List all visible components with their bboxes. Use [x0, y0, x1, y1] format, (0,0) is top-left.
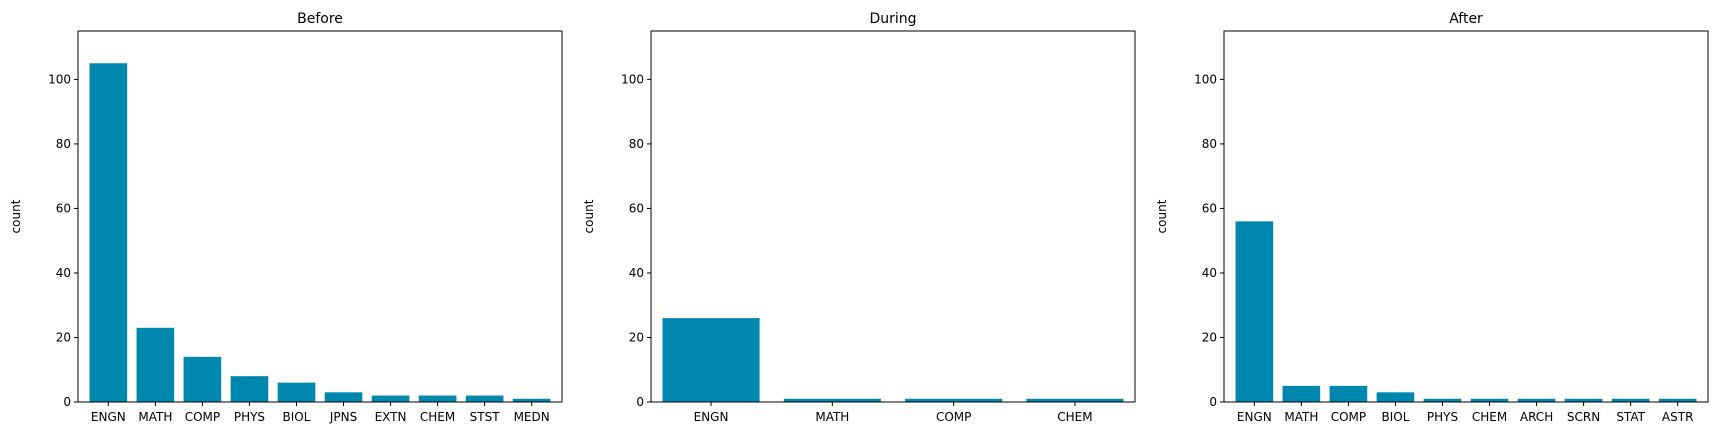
- y-tick-label: 60: [56, 201, 71, 215]
- y-axis-label: count: [9, 199, 23, 233]
- chart-title: During: [869, 11, 916, 27]
- x-tick-label: CHEM: [1472, 410, 1507, 424]
- axes-frame: [77, 30, 563, 403]
- y-tick-label: 20: [1202, 330, 1217, 344]
- bar-arch: [1517, 398, 1556, 402]
- bar-astr: [1658, 398, 1697, 402]
- bar-chem: [1470, 398, 1509, 402]
- x-tick-label: MATH: [138, 410, 172, 424]
- x-tick-label: ENGN: [694, 410, 729, 424]
- y-tick-label: 0: [1209, 395, 1217, 409]
- y-tick-label: 40: [629, 266, 644, 280]
- x-tick-label: ASTR: [1662, 410, 1694, 424]
- bar-engn: [662, 318, 760, 402]
- x-tick-label: ARCH: [1520, 410, 1553, 424]
- x-tick-label: STST: [470, 410, 501, 424]
- bar-stst: [465, 395, 504, 402]
- bar-comp: [183, 356, 222, 402]
- chart-panel-2: During 0 20 40 60 80 100 ENGN MATH COMP CHEM count: [582, 11, 1136, 424]
- y-tick-label: 100: [621, 72, 644, 86]
- x-tick-label: BIOL: [1381, 410, 1409, 424]
- bar-scrn: [1564, 398, 1603, 402]
- y-axis-label: count: [582, 199, 596, 233]
- x-tick-label: PHYS: [1427, 410, 1458, 424]
- chart-title: After: [1449, 11, 1483, 27]
- bar-stat: [1611, 398, 1650, 402]
- chart-panel-1: Before 0 20 40 60 80 100 ENGN MATH COMP PHYS BIOL JP…: [9, 11, 563, 424]
- y-tick-label: 80: [1202, 137, 1217, 151]
- x-tick-label: JPNS: [329, 410, 357, 424]
- x-tick-label: COMP: [936, 410, 971, 424]
- axes-frame: [1223, 30, 1709, 403]
- bar-comp: [905, 398, 1003, 402]
- x-tick-label: BIOL: [283, 410, 311, 424]
- x-tick-label: CHEM: [1057, 410, 1092, 424]
- x-tick-label: ENGN: [1237, 410, 1272, 424]
- y-tick-label: 20: [629, 330, 644, 344]
- bar-engn: [1235, 221, 1274, 402]
- x-tick-label: COMP: [185, 410, 220, 424]
- bar-phys: [230, 376, 269, 402]
- x-tick-label: SCRN: [1567, 410, 1600, 424]
- bar-phys: [1423, 398, 1462, 402]
- x-tick-label: PHYS: [234, 410, 265, 424]
- x-tick-label: COMP: [1331, 410, 1366, 424]
- bar-engn: [89, 63, 128, 403]
- axes-frame: [650, 30, 1136, 403]
- bar-jpns: [324, 392, 363, 402]
- y-tick-label: 100: [1194, 72, 1217, 86]
- x-tick-label: ENGN: [91, 410, 126, 424]
- y-tick-label: 100: [48, 72, 71, 86]
- bar-chem: [418, 395, 457, 402]
- bar-math: [136, 327, 175, 402]
- x-tick-label: MATH: [815, 410, 849, 424]
- bar-biol: [277, 382, 316, 402]
- bar-extn: [371, 395, 410, 402]
- x-tick-label: CHEM: [420, 410, 455, 424]
- y-tick-label: 20: [56, 330, 71, 344]
- y-tick-label: 60: [1202, 201, 1217, 215]
- y-tick-label: 0: [63, 395, 71, 409]
- bar-math: [1282, 385, 1321, 402]
- chart-title: Before: [297, 11, 343, 27]
- y-tick-label: 40: [56, 266, 71, 280]
- x-tick-label: MEDN: [514, 410, 550, 424]
- y-tick-label: 40: [1202, 266, 1217, 280]
- x-tick-label: STAT: [1616, 410, 1645, 424]
- chart-panel-3: After 0 20 40 60 80 100 ENGN MATH COMP BIOL PHYS CHE…: [1155, 11, 1709, 424]
- x-tick-label: MATH: [1284, 410, 1318, 424]
- y-tick-label: 0: [636, 395, 644, 409]
- y-tick-label: 80: [56, 137, 71, 151]
- bar-medn: [512, 398, 551, 402]
- bar-math: [783, 398, 881, 402]
- bar-chem: [1026, 398, 1124, 402]
- y-tick-label: 80: [629, 137, 644, 151]
- x-tick-label: EXTN: [375, 410, 407, 424]
- bar-biol: [1376, 392, 1415, 402]
- y-tick-label: 60: [629, 201, 644, 215]
- y-axis-label: count: [1155, 199, 1169, 233]
- bar-comp: [1329, 385, 1368, 402]
